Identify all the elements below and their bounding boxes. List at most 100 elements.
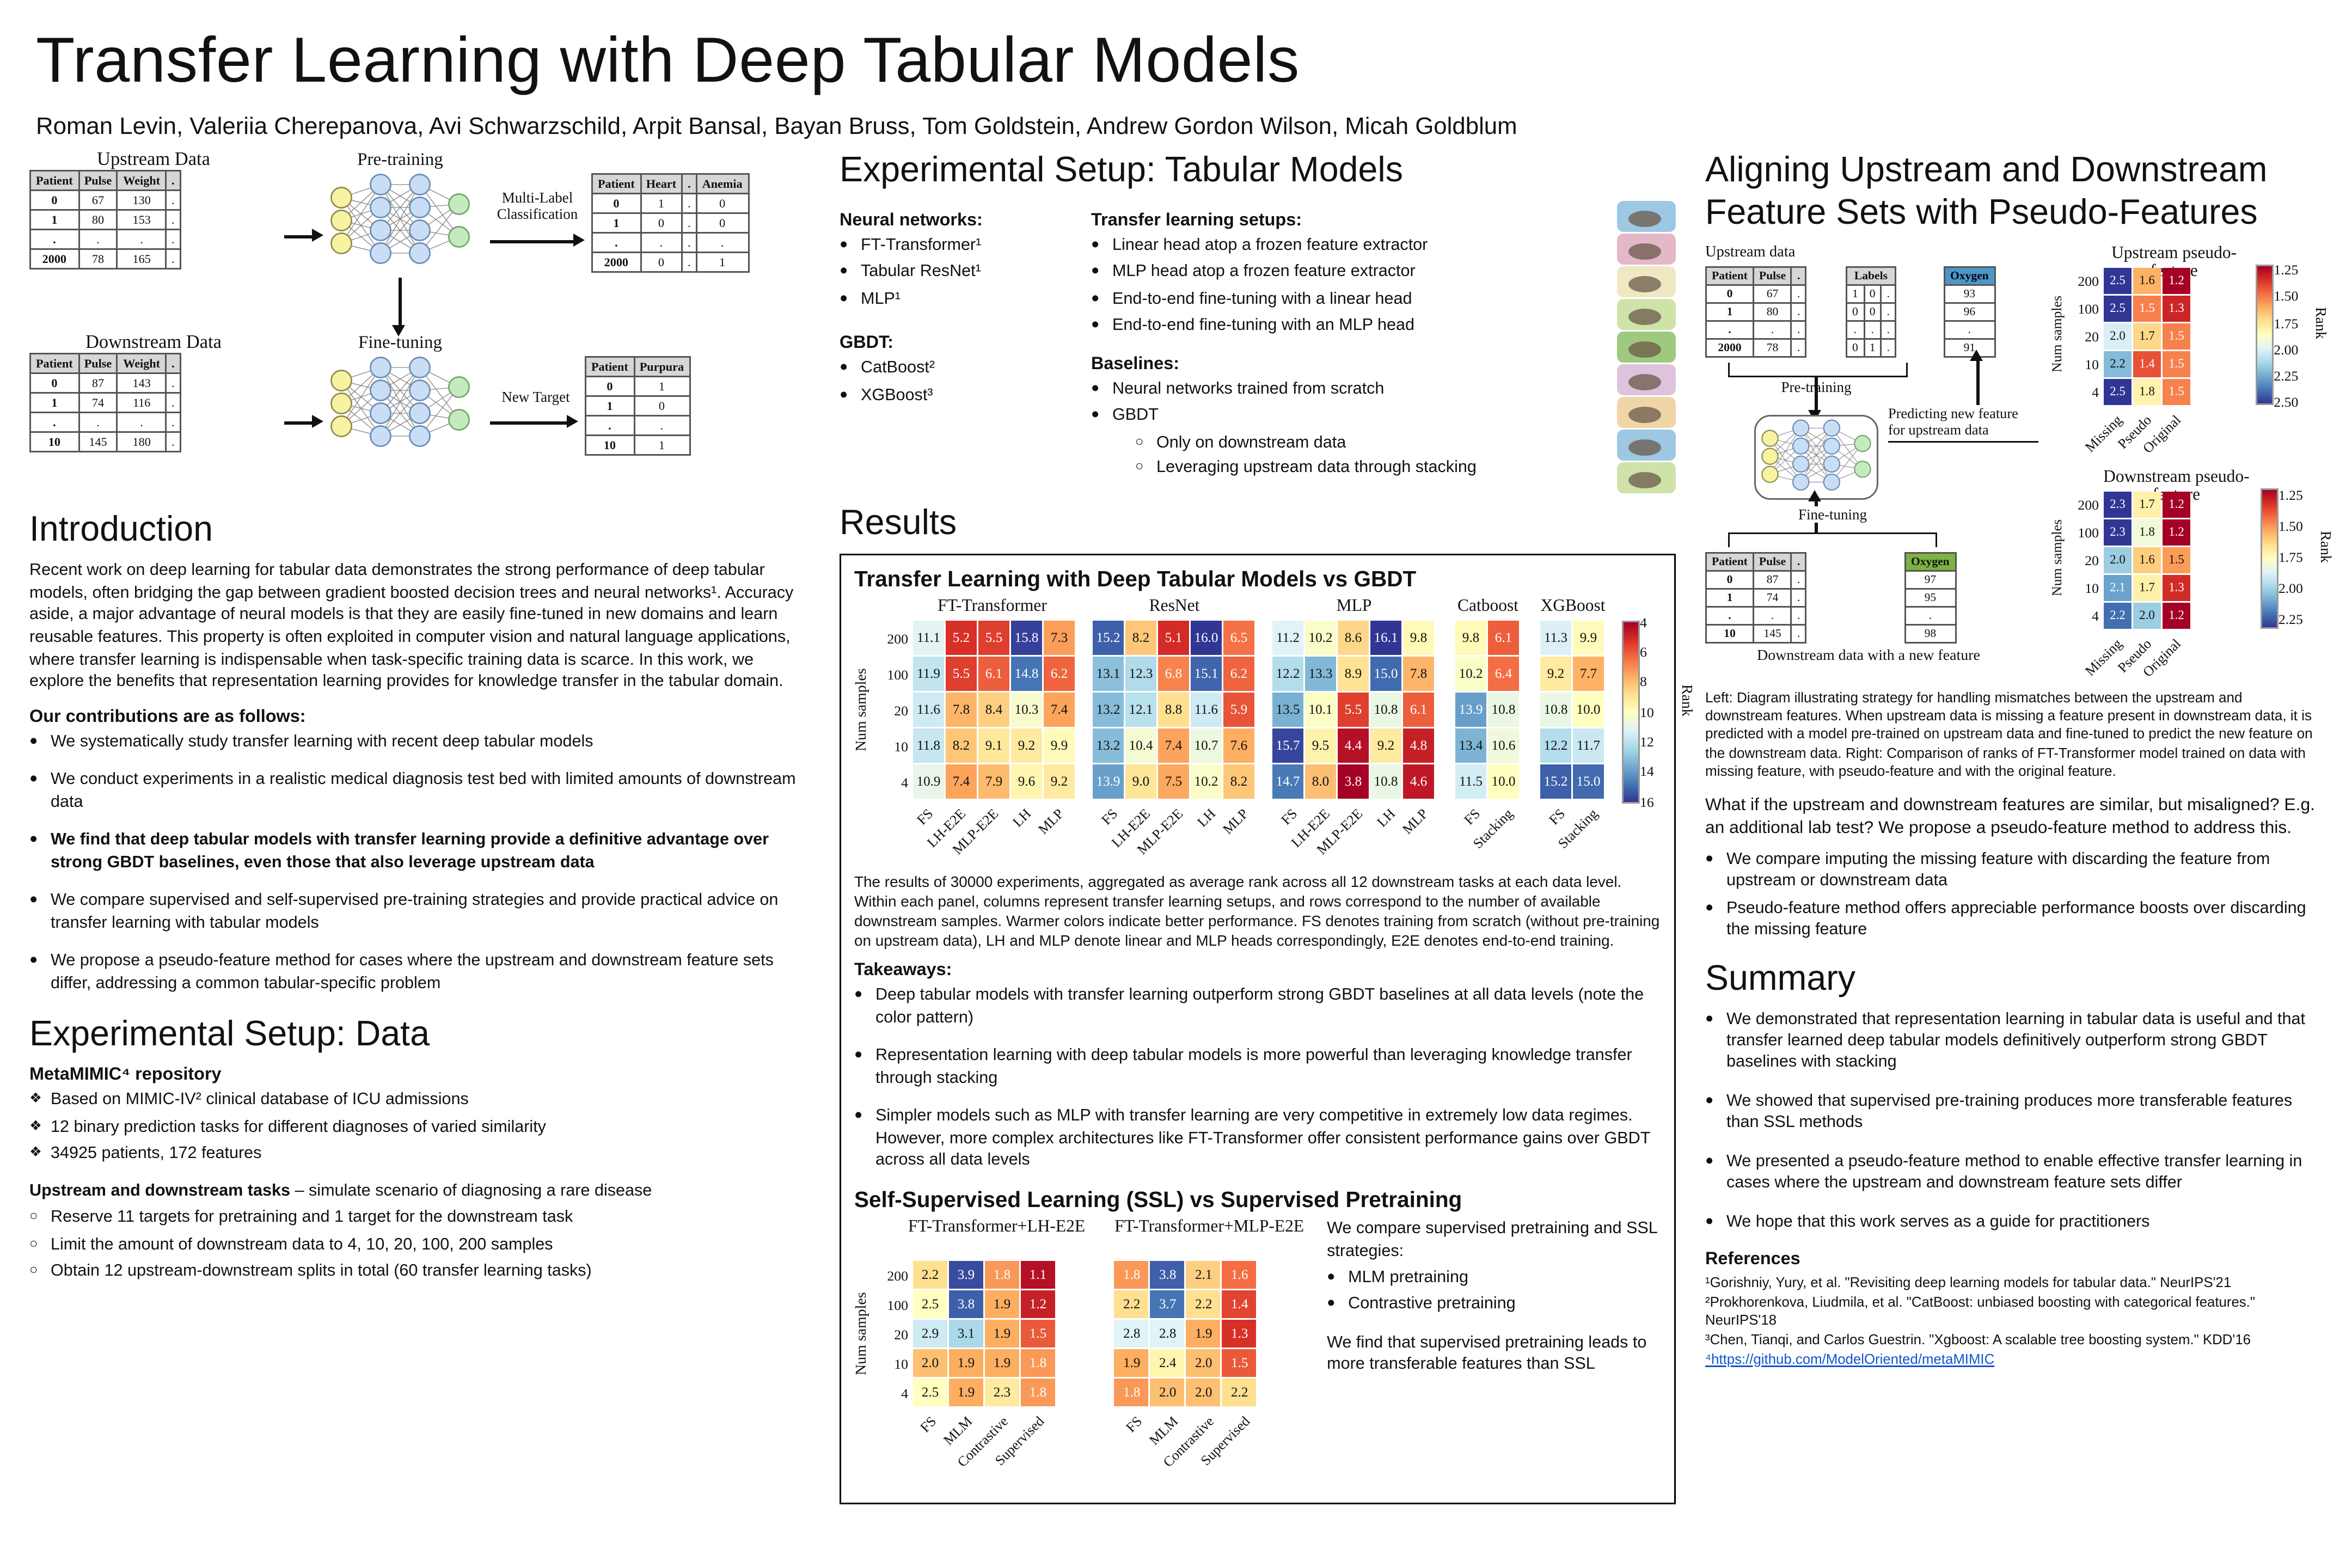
arrow-upstream-to-net [284, 230, 323, 242]
heatmap-cell: 15.2 [1093, 621, 1124, 655]
table-cell: . [29, 412, 79, 433]
transfer-learning-diagram: Upstream Data Patient Pulse Weight. 0 67 130.… [29, 150, 810, 490]
heatmap-cell: 10.8 [1370, 693, 1401, 727]
heatmap-cell: 1.8 [1114, 1379, 1149, 1407]
table-cell: . [165, 229, 181, 250]
heatmap-cell: 7.5 [1158, 764, 1189, 799]
heatmap-cell: 8.9 [1338, 657, 1369, 691]
heatmap-cell: 5.5 [1338, 693, 1369, 727]
cat-basket [1617, 397, 1676, 428]
heatmap-cell: 1.2 [2163, 267, 2190, 293]
table-cell: 10 [1705, 623, 1754, 643]
table-cell: . [1791, 337, 1807, 357]
heatmap-cell: 2.5 [2104, 378, 2132, 405]
heatmap-cell: 1.5 [2163, 350, 2190, 377]
reference-item: ¹Gorishniy, Yury, et al. "Revisiting dee… [1705, 1274, 2232, 1291]
downstream-pseudo-colorbar: 1.25 1.50 1.75 2.00 2.25 Rank [2260, 487, 2332, 628]
heatmap-cell: 2.3 [2104, 518, 2132, 545]
bullet-item: End-to-end fine-tuning with an MLP head [1091, 316, 1594, 338]
aligning-caption: Left: Diagram illustrating strategy for … [1705, 688, 2313, 779]
table-cell: . [1880, 301, 1896, 321]
heatmap-cell: 3.8 [949, 1291, 983, 1319]
heatmap-resnet: ResNet 15.2 8.2 5.1 16.0 6.5 13.1 12.3 6.8 15.1 6.… [1093, 598, 1256, 866]
table-cell: 1 [1705, 301, 1754, 321]
colorbar-gradient [1622, 621, 1640, 804]
upstream-pseudo-figure: Num samples Upstream pseudo-feature 200 2.… [2048, 244, 2328, 458]
heatmap-cell: 13.5 [1272, 693, 1303, 727]
heatmap-cell: 10.1 [1305, 693, 1336, 727]
heatmap-cell: 1.5 [1021, 1320, 1055, 1349]
table-header: Oxygen [1904, 551, 1956, 571]
table-cell: . [1846, 319, 1865, 339]
table-cell: 95 [1904, 587, 1956, 607]
heatmap-cell: 1.8 [2133, 518, 2161, 545]
references-heading: References [1705, 1250, 1800, 1270]
heatmap-cell: 1.6 [2133, 267, 2161, 293]
heatmap-catboost: Catboost 9.8 6.1 10.2 6.4 13.9 10.8 13.4 10.6 11.… [1455, 598, 1521, 866]
ssl-figure: Num samples FT-Transformer+LH-E2E 200 2.2 3… [854, 1219, 1661, 1493]
heatmap-cell: 15.2 [1540, 764, 1571, 799]
heatmap-row-label: 20 [2085, 327, 2099, 344]
heatmap-cell: 2.9 [913, 1320, 947, 1349]
table-header: Patient [29, 170, 79, 191]
data-table: Patient Pulse Weight. 0 87 143. 1 74 116..... 10 1… [29, 353, 181, 452]
colorbar-tick: 14 [1640, 763, 1654, 780]
heatmap-cell: 10.2 [1455, 657, 1486, 691]
heatmap-cell: 2.3 [2104, 491, 2132, 517]
contributions-heading: Our contributions are as follows: [29, 707, 306, 727]
oxygen-downstream-table: Oxygen 97 95. 98 [1904, 551, 1956, 643]
heatmap-cell: 15.0 [1573, 764, 1604, 799]
heatmap-row-label: 20 [2085, 551, 2099, 568]
heatmap-cell: 2.2 [1186, 1291, 1221, 1319]
tasks-lead: Upstream and downstream tasks – simulate… [29, 1181, 810, 1204]
table-cell: 0 [585, 376, 635, 397]
heatmap-cell: 10.2 [1305, 621, 1336, 655]
metamimic-link[interactable]: ⁴https://github.com/ModelOriented/metaMI… [1705, 1350, 1995, 1367]
heatmap-cell: 8.2 [1223, 764, 1254, 799]
cat-basket [1617, 430, 1676, 461]
heatmap-cell: 15.1 [1191, 657, 1222, 691]
colorbar-tick: 1.50 [2278, 518, 2303, 534]
heatmap-cell: 9.5 [1305, 728, 1336, 763]
results-figure-title: Transfer Learning with Deep Tabular Mode… [854, 567, 1417, 591]
table-cell: 1 [591, 212, 641, 234]
heatmap-cell: 6.8 [1158, 657, 1189, 691]
bullet-item: Pseudo-feature method offers appreciable… [1705, 898, 2323, 942]
heatmap-row-label: 200 [887, 629, 908, 646]
finetuning-label: Fine-tuning [1754, 505, 1911, 522]
bullet-item: MLM pretraining [1327, 1267, 1661, 1289]
takeaways-heading: Takeaways: [854, 960, 952, 981]
table-header: Pulse [1752, 265, 1793, 285]
table-cell: 2000 [591, 252, 641, 273]
heatmap-cell: 9.6 [1011, 764, 1042, 799]
table-cell: 0 [1705, 569, 1754, 589]
heatmap-cell: 2.0 [2133, 602, 2161, 628]
results-caption: The results of 30000 experiments, aggreg… [854, 874, 1660, 950]
heatmap-cell: 1.8 [1021, 1350, 1055, 1378]
neural-network-diagram [323, 353, 477, 451]
bullet-item: Neural networks trained from scratch [1091, 378, 1594, 400]
arrow-downstream-to-net [284, 416, 323, 428]
table-cell: 1 [633, 434, 691, 456]
heatmap-row-label: 20 [894, 1326, 908, 1343]
table-cell: 1 [1705, 587, 1754, 607]
table-cell: . [1944, 319, 1995, 339]
bullet-item: We propose a pseudo-feature method for c… [29, 951, 810, 995]
table-cell: 1 [29, 209, 79, 230]
bullet-item: We find that deep tabular models with tr… [29, 830, 810, 874]
heatmap-cell: 10.2 [1191, 764, 1222, 799]
heatmap-cell: 11.3 [1540, 621, 1571, 655]
heatmap-cell: 1.1 [1021, 1261, 1055, 1290]
bullet-item: Contrastive pretraining [1327, 1294, 1661, 1316]
heatmap-xgboost: XGBoost 11.3 9.9 9.2 7.7 10.8 10.0 12.2 11.7 15.2… [1540, 598, 1606, 866]
table-cell: . [165, 431, 181, 452]
heatmap-cell: 4.4 [1338, 728, 1369, 763]
table-header: Patient [585, 356, 635, 377]
heatmap-cell: 8.0 [1305, 764, 1336, 799]
heatmap-cell: 2.4 [1150, 1350, 1185, 1378]
table-cell: 87 [1752, 569, 1793, 589]
heatmap-cell: 13.3 [1305, 657, 1336, 691]
heatmap-cell: 4.8 [1403, 728, 1434, 763]
table-cell: 116 [117, 392, 167, 413]
table-header: Heart [639, 173, 683, 194]
